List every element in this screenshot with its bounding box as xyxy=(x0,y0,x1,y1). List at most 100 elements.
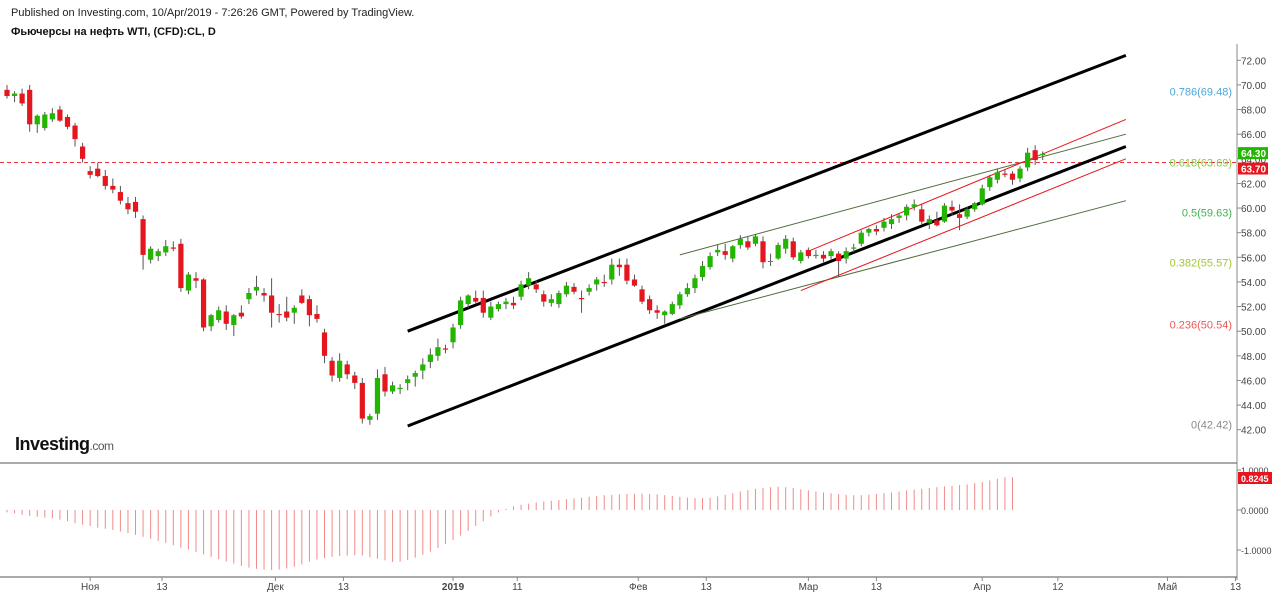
candle-body xyxy=(586,288,592,292)
price-tick-label: 68.00 xyxy=(1241,106,1266,117)
candle-body xyxy=(563,285,570,295)
instrument-title: Фьючерсы на нефть WTI, (CFD):CL, D xyxy=(11,26,216,38)
osc-current-bg xyxy=(1238,472,1272,484)
axes: 72.00 70.00 68.00 66.00 64.00 62.00 60.00 58.00… xyxy=(81,56,1272,593)
candle-body xyxy=(979,188,985,205)
candle-body xyxy=(299,295,305,303)
candle-body xyxy=(72,125,78,140)
candle-body xyxy=(904,206,910,216)
candle-body xyxy=(314,313,320,319)
candle-body xyxy=(19,93,25,104)
candle-body xyxy=(798,252,804,262)
candle-body xyxy=(510,302,517,306)
candle-body xyxy=(684,288,690,295)
candle-body xyxy=(246,293,252,300)
candles xyxy=(4,84,1046,425)
osc-tick-label: -1.0000 xyxy=(1241,546,1272,556)
candle-body xyxy=(956,214,963,218)
candle-body xyxy=(647,299,653,311)
candle-body xyxy=(526,278,532,286)
candle-body xyxy=(95,168,101,177)
candle-body xyxy=(420,364,426,371)
candle-body xyxy=(253,286,260,291)
investing-logo: Investing.com xyxy=(15,434,114,455)
time-tick-label: Фев xyxy=(629,582,647,593)
candle-body xyxy=(435,347,441,356)
candle-body xyxy=(843,251,849,259)
channel-lower-line xyxy=(407,145,1127,428)
candle-body xyxy=(163,246,169,253)
osc-tick-label: 0.0000 xyxy=(1241,506,1269,516)
candle-body xyxy=(64,116,71,127)
time-tick-label: 13 xyxy=(871,582,883,593)
candle-body xyxy=(533,284,539,290)
candle-body xyxy=(488,306,494,318)
time-tick-label: Мар xyxy=(799,582,819,593)
fib-label: 0.5(59.63) xyxy=(1182,208,1232,220)
grid xyxy=(0,44,1238,580)
time-tick-label: 2019 xyxy=(442,582,465,593)
candle-body xyxy=(458,300,464,326)
reference-price-badge: 63.70 xyxy=(1241,165,1266,176)
candle-body xyxy=(178,243,184,289)
candle-body xyxy=(919,209,925,222)
candle-body xyxy=(669,304,675,314)
time-tick-label: Май xyxy=(1158,582,1178,593)
fibonacci-levels: 0.786(69.48) 0.618(63.69) 0.5(59.63) 0.382(… xyxy=(1170,86,1232,431)
candle-body xyxy=(450,327,456,343)
red-lower-line xyxy=(800,158,1127,292)
time-tick-label: 13 xyxy=(156,582,168,593)
candle-body xyxy=(866,228,872,233)
candle-body xyxy=(49,113,55,120)
candle-body xyxy=(170,247,176,249)
candle-body xyxy=(949,206,955,211)
published-note: Published on Investing.com, 10/Apr/2019 … xyxy=(11,7,415,19)
candle-body xyxy=(155,251,161,257)
candle-body xyxy=(140,219,146,255)
osc-tick-label: 1.0000 xyxy=(1241,466,1269,476)
candle-body xyxy=(745,241,751,248)
candle-body xyxy=(616,264,622,268)
candle-body xyxy=(699,265,706,278)
price-tick-label: 56.00 xyxy=(1241,253,1266,264)
candle-body xyxy=(337,360,343,378)
candle-body xyxy=(125,203,131,210)
candle-body xyxy=(261,293,267,296)
fib-label: 0.618(63.69) xyxy=(1170,158,1232,170)
candle-body xyxy=(1040,153,1046,156)
candle-body xyxy=(359,382,365,419)
logo-suffix: .com xyxy=(89,439,115,453)
candle-body xyxy=(231,315,237,326)
price-tick-label: 72.00 xyxy=(1241,56,1266,67)
candle-body xyxy=(624,264,630,281)
candle-body xyxy=(42,114,48,129)
time-tick-label: Апр xyxy=(973,582,991,593)
fib-label: 0.382(55.57) xyxy=(1170,258,1232,270)
candle-body xyxy=(80,146,86,159)
candle-body xyxy=(1032,150,1038,161)
candle-body xyxy=(1017,168,1023,179)
candle-body xyxy=(1002,173,1008,175)
candle-body xyxy=(881,221,887,228)
fib-label: 0.236(50.54) xyxy=(1170,320,1232,332)
candle-body xyxy=(495,304,501,310)
candle-body xyxy=(548,299,554,303)
candle-body xyxy=(34,115,40,125)
candle-body xyxy=(911,204,917,207)
candle-body xyxy=(964,209,970,217)
candle-body xyxy=(677,294,683,306)
time-tick-label: 13 xyxy=(338,582,350,593)
candle-body xyxy=(662,311,668,316)
price-tick-label: 42.00 xyxy=(1241,426,1266,437)
red-upper-line xyxy=(808,118,1127,252)
candle-body xyxy=(601,281,607,284)
candle-body xyxy=(820,254,827,259)
price-tick-label: 60.00 xyxy=(1241,204,1266,215)
candle-body xyxy=(654,310,660,313)
time-tick-label: Дек xyxy=(267,582,284,593)
candle-body xyxy=(442,348,449,350)
last-price-badge-bg xyxy=(1238,147,1268,160)
candle-body xyxy=(730,246,736,259)
candle-body xyxy=(405,379,411,383)
